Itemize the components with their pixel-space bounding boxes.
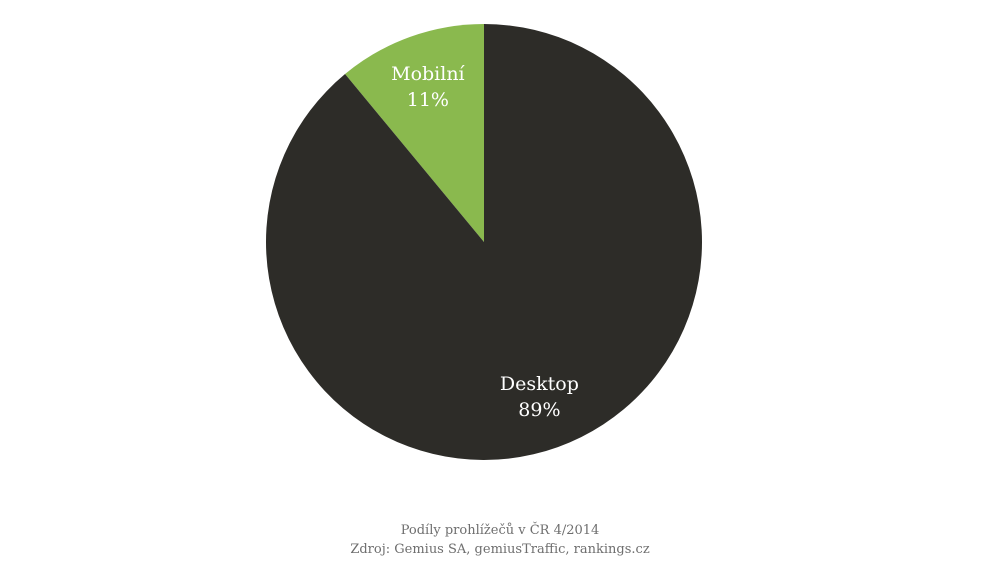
chart-title: Podíly prohlížečů v ČR 4/2014	[400, 523, 600, 538]
slice-label-mobilni: Mobilní	[391, 63, 465, 85]
pie-labels: Mobilní 11% Desktop 89%	[391, 63, 579, 421]
pie-chart: Mobilní 11% Desktop 89%	[266, 24, 702, 461]
chart-source: Zdroj: Gemius SA, gemiusTraffic, ranking…	[350, 542, 650, 557]
slice-label-desktop: Desktop	[500, 373, 579, 395]
pie-slice-desktop	[266, 24, 702, 461]
pie-slices	[266, 24, 702, 461]
pie-slice-mobilni	[345, 24, 484, 242]
slice-value-desktop: 89%	[518, 399, 560, 421]
slice-value-mobilni: 11%	[407, 89, 449, 111]
